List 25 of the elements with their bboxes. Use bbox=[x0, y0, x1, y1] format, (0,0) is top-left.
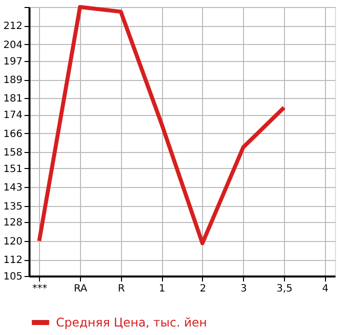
y-tick-label: 204 bbox=[3, 40, 22, 51]
y-tick-label: 166 bbox=[3, 128, 22, 140]
legend-label: Средняя Цена, тыс. йен bbox=[56, 316, 208, 330]
y-tick-label: 120 bbox=[3, 236, 22, 248]
y-tick-label: 151 bbox=[3, 164, 22, 175]
y-tick-label: 158 bbox=[3, 148, 22, 159]
y-tick-label: 212 bbox=[3, 21, 22, 32]
y-tick-label: 128 bbox=[3, 218, 22, 229]
y-tick-label: 143 bbox=[3, 182, 22, 194]
x-tick-label: 4 bbox=[322, 284, 328, 294]
y-tick-label: 135 bbox=[3, 201, 22, 212]
y-tick-label: 112 bbox=[3, 255, 22, 266]
y-tick-label: 181 bbox=[3, 94, 22, 105]
x-tick-label: 1 bbox=[158, 284, 166, 294]
x-tick-label: RA bbox=[74, 284, 88, 294]
x-tick-label: 3,5 bbox=[276, 284, 292, 294]
line-series bbox=[37, 5, 286, 246]
x-tick-label: 3 bbox=[240, 284, 247, 294]
y-tick-label: 189 bbox=[3, 75, 22, 86]
y-tick-label: 174 bbox=[3, 110, 22, 122]
y-tick-label: 197 bbox=[3, 56, 22, 68]
x-tick-label: R bbox=[118, 284, 125, 294]
x-tick-label: 2 bbox=[200, 284, 206, 294]
x-tick-label: *** bbox=[32, 284, 48, 294]
y-tick-label: 105 bbox=[3, 272, 22, 282]
